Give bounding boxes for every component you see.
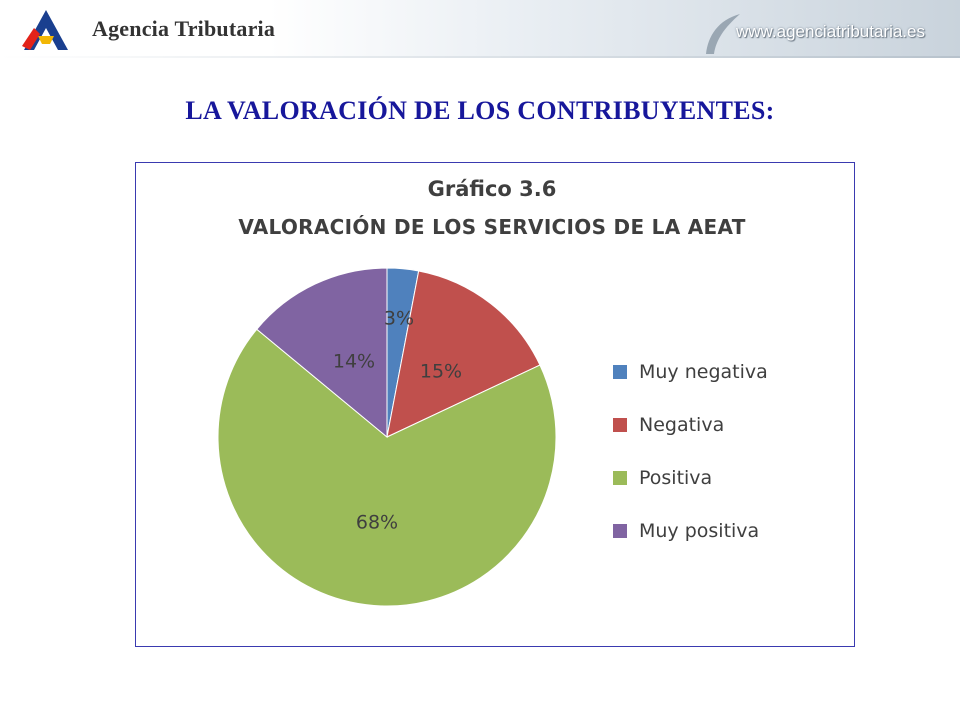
pie-slice-positiva [217, 328, 557, 607]
legend-swatch [613, 364, 627, 379]
legend-label: Muy positiva [639, 519, 760, 542]
chart-title: Gráfico 3.6 [427, 177, 557, 201]
brand-name: Agencia Tributaria [92, 16, 276, 41]
pie-chart: 3% 15% 68% 14% [217, 267, 557, 607]
legend-item: Positiva [613, 451, 768, 504]
site-url[interactable]: www.agenciatributaria.es [736, 22, 925, 41]
pie-slice-negativa [386, 270, 541, 438]
legend-swatch [613, 470, 627, 485]
data-label-muy-negativa: 3% [384, 308, 414, 330]
legend-swatch [613, 523, 627, 538]
header-divider [0, 56, 960, 58]
data-label-negativa: 15% [420, 361, 462, 383]
aeat-logo-icon [22, 10, 68, 50]
slide-title: LA VALORACIÓN DE LOS CONTRIBUYENTES: [185, 96, 775, 125]
data-label-muy-positiva: 14% [333, 351, 375, 373]
legend-label: Muy negativa [639, 360, 768, 383]
chart-legend: Muy negativa Negativa Positiva Muy positiva [613, 345, 768, 557]
legend-label: Negativa [639, 413, 725, 436]
legend-item: Negativa [613, 398, 768, 451]
data-label-positiva: 68% [356, 512, 398, 534]
legend-item: Muy positiva [613, 504, 768, 557]
legend-swatch [613, 417, 627, 432]
chart-frame: Gráfico 3.6 VALORACIÓN DE LOS SERVICIOS … [135, 162, 855, 647]
pie-slice-muy-positiva [256, 267, 388, 439]
swoosh-icon [706, 14, 740, 54]
header-bar [0, 0, 960, 56]
legend-item: Muy negativa [613, 345, 768, 398]
chart-subtitle: VALORACIÓN DE LOS SERVICIOS DE LA AEAT [238, 215, 746, 239]
legend-label: Positiva [639, 466, 713, 489]
